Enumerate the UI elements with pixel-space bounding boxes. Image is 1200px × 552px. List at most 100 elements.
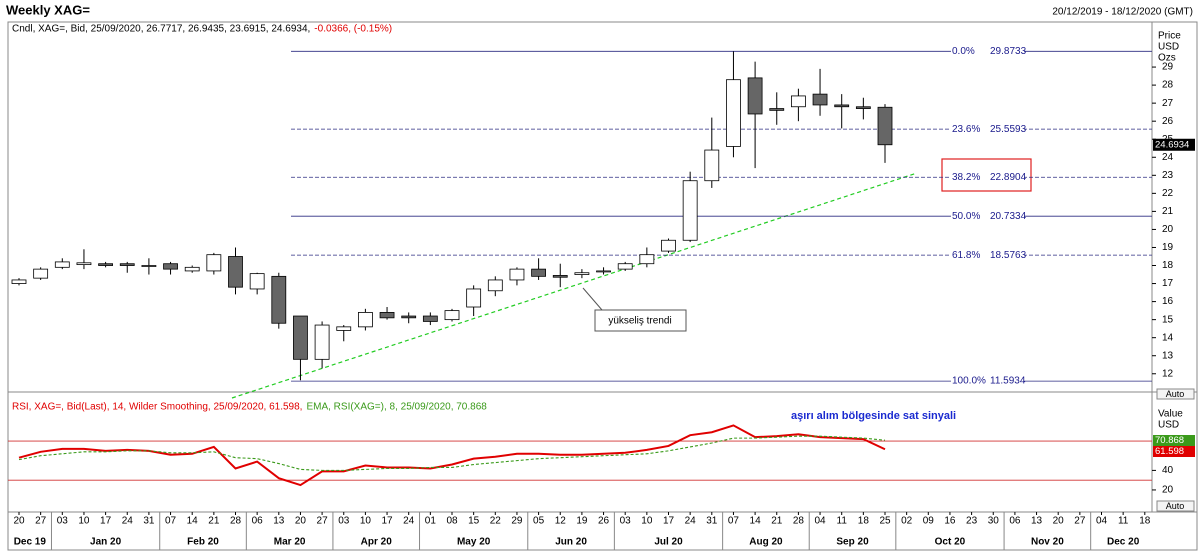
- candle-body: [487, 279, 503, 292]
- x-tick-label: 03: [57, 516, 69, 527]
- fib-label-bg: [951, 171, 1024, 183]
- candle-body: [141, 265, 157, 267]
- x-tick-label: 20: [1053, 516, 1065, 527]
- x-tick-label: 25: [879, 516, 891, 527]
- y-tick-label: 21: [1162, 206, 1174, 217]
- value-flag: [1153, 435, 1195, 446]
- y-tick-label: 16: [1162, 296, 1174, 307]
- x-tick-label: 21: [208, 516, 220, 527]
- series-line: [18, 435, 886, 471]
- y-tick-label: 40: [1162, 465, 1174, 476]
- x-tick-label: 03: [338, 516, 350, 527]
- month-label: Nov 20: [1031, 537, 1064, 548]
- candle-body: [444, 310, 460, 321]
- y-tick-label: 23: [1162, 170, 1174, 181]
- value-flag-label: 70.868: [1155, 435, 1184, 446]
- x-tick-label: 27: [35, 516, 47, 527]
- candle-body: [206, 254, 222, 272]
- candle-body: [33, 268, 49, 279]
- y-tick-label: 24: [1162, 152, 1174, 163]
- annotation: aşırı alım bölgesinde sat sinyali: [791, 410, 956, 422]
- candle-body: [552, 275, 568, 278]
- x-tick-label: 10: [78, 516, 90, 527]
- candle-body: [726, 79, 741, 147]
- month-label: Aug 20: [749, 537, 783, 548]
- candle-body: [357, 312, 373, 328]
- x-tick-label: 17: [100, 516, 112, 527]
- fib-value: 25.5593: [990, 124, 1027, 135]
- x-tick-label: 31: [706, 516, 718, 527]
- fib-label-bg: [951, 45, 1024, 57]
- value-flag-label: 61.598: [1155, 446, 1184, 457]
- x-tick-label: 17: [381, 516, 393, 527]
- y-tick-label: 27: [1162, 98, 1174, 109]
- month-label: Jul 20: [654, 537, 683, 548]
- x-tick-label: 06: [1009, 516, 1021, 527]
- x-tick-label: 18: [1139, 516, 1151, 527]
- y-tick-label: 26: [1162, 116, 1174, 127]
- candle-body: [422, 315, 438, 322]
- date-range: 20/12/2019 - 18/12/2020 (GMT): [1052, 7, 1193, 18]
- candle-body: [401, 315, 417, 319]
- x-tick-label: 10: [360, 516, 372, 527]
- x-tick-label: 09: [923, 516, 935, 527]
- x-tick-label: 24: [685, 516, 697, 527]
- month-label: Oct 20: [935, 537, 966, 548]
- candle-body: [98, 263, 113, 266]
- value-flag: [1153, 446, 1195, 457]
- x-tick-label: 01: [425, 516, 437, 527]
- x-tick-label: 26: [598, 516, 610, 527]
- fib-label-bg: [951, 249, 1024, 261]
- candle-body: [228, 256, 243, 288]
- candle-body: [855, 106, 871, 109]
- candle-body: [704, 149, 720, 182]
- candle-body: [184, 266, 200, 272]
- candle-body: [11, 279, 27, 284]
- y-tick-label: 20: [1162, 485, 1174, 496]
- month-label: Dec 20: [1107, 537, 1140, 548]
- fib-value: 20.7334: [990, 211, 1027, 222]
- auto-button[interactable]: [1156, 388, 1195, 400]
- annotation: yükseliş trendi: [608, 316, 671, 327]
- x-tick-label: 13: [273, 516, 285, 527]
- y-tick-label: 17: [1162, 278, 1174, 289]
- fib-label: 50.0%: [952, 211, 980, 222]
- auto-label[interactable]: Auto: [1166, 389, 1185, 399]
- auto-label[interactable]: Auto: [1166, 501, 1185, 511]
- x-tick-label: 20: [295, 516, 307, 527]
- x-tick-label: 15: [468, 516, 480, 527]
- y-tick-label: 14: [1162, 332, 1174, 343]
- last-price-label: 24.6934: [1155, 139, 1189, 150]
- x-tick-label: 22: [490, 516, 502, 527]
- x-tick-label: 31: [143, 516, 155, 527]
- chart-title: Weekly XAG=: [6, 2, 90, 17]
- candle-body: [791, 95, 806, 108]
- axis-label: USD: [1158, 420, 1179, 431]
- axis-label: USD: [1158, 42, 1179, 53]
- auto-button[interactable]: [1156, 500, 1195, 512]
- x-tick-label: 20: [13, 516, 25, 527]
- frame: [7, 21, 1198, 551]
- fib-label-bg: [951, 375, 1024, 387]
- x-tick-label: 27: [317, 516, 329, 527]
- month-label: Dec 19: [14, 537, 47, 548]
- legend-entry: RSI, XAG=, Bid(Last), 14, Wilder Smoothi…: [12, 402, 302, 413]
- candle-body: [54, 261, 70, 268]
- info-change: -0.0366, (-0.15%): [314, 24, 392, 35]
- x-tick-label: 05: [533, 516, 545, 527]
- axis-label: Ozs: [1158, 53, 1176, 64]
- y-tick-label: 18: [1162, 260, 1174, 271]
- candle-body: [249, 273, 265, 290]
- candle-body: [293, 315, 308, 360]
- x-tick-label: 18: [858, 516, 870, 527]
- x-tick-label: 04: [814, 516, 826, 527]
- x-tick-label: 14: [750, 516, 762, 527]
- fib-value: 18.5763: [990, 250, 1027, 261]
- x-tick-label: 14: [187, 516, 199, 527]
- candle-body: [661, 239, 676, 252]
- x-tick-label: 06: [252, 516, 264, 527]
- y-tick-label: 20: [1162, 224, 1174, 235]
- y-tick-label: 22: [1162, 188, 1174, 199]
- fib-label: 23.6%: [952, 124, 980, 135]
- x-tick-label: 29: [511, 516, 523, 527]
